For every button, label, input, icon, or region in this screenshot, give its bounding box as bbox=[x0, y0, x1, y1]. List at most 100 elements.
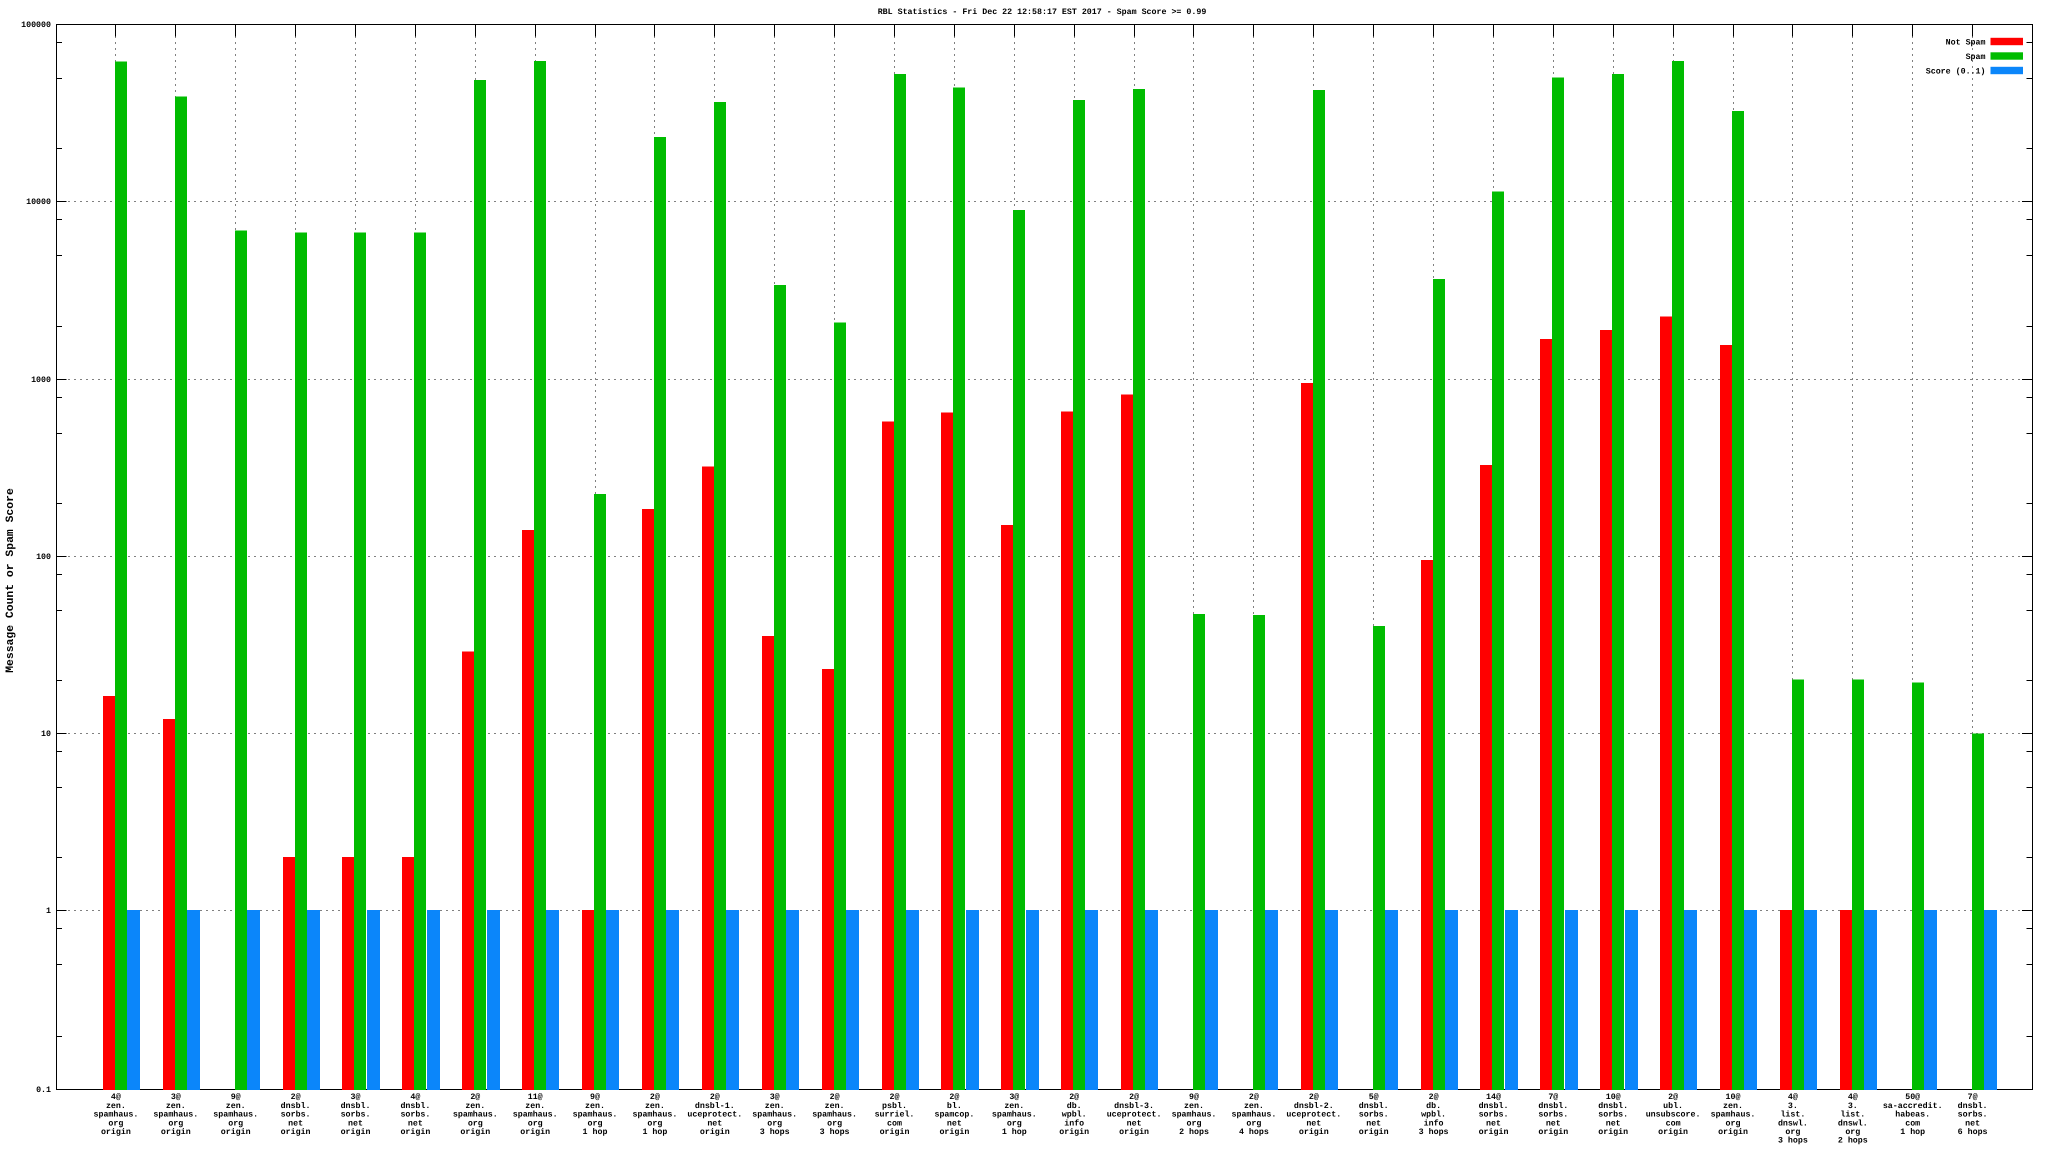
svg-text:4 hops: 4 hops bbox=[1239, 1127, 1269, 1137]
svg-text:100000: 100000 bbox=[21, 21, 51, 30]
svg-text:Not Spam: Not Spam bbox=[1946, 38, 1986, 47]
svg-text:7@: 7@ bbox=[1548, 1092, 1558, 1102]
svg-text:11@: 11@ bbox=[528, 1092, 543, 1102]
svg-text:spamhaus.: spamhaus. bbox=[573, 1110, 618, 1120]
svg-text:spamhaus.: spamhaus. bbox=[93, 1110, 138, 1120]
svg-text:zen.: zen. bbox=[765, 1102, 785, 1111]
svg-text:origin: origin bbox=[1299, 1127, 1329, 1137]
svg-text:net: net bbox=[1306, 1119, 1321, 1128]
svg-text:sa-accredit.: sa-accredit. bbox=[1883, 1101, 1943, 1111]
svg-text:origin: origin bbox=[700, 1127, 730, 1137]
svg-text:dnsbl-2.: dnsbl-2. bbox=[1294, 1101, 1334, 1111]
svg-text:2@: 2@ bbox=[830, 1092, 840, 1102]
svg-text:net: net bbox=[1606, 1119, 1621, 1128]
svg-text:2@: 2@ bbox=[1309, 1092, 1319, 1102]
svg-text:spamhaus.: spamhaus. bbox=[632, 1110, 677, 1120]
svg-text:origin: origin bbox=[880, 1127, 910, 1137]
svg-text:10: 10 bbox=[41, 730, 51, 739]
svg-text:org: org bbox=[1246, 1119, 1261, 1128]
svg-text:2@: 2@ bbox=[890, 1092, 900, 1102]
svg-text:org: org bbox=[1726, 1119, 1741, 1128]
svg-text:org: org bbox=[228, 1119, 243, 1128]
svg-text:spamhaus.: spamhaus. bbox=[513, 1110, 558, 1120]
svg-text:net: net bbox=[288, 1119, 303, 1128]
svg-text:dnsbl.: dnsbl. bbox=[1958, 1101, 1988, 1111]
svg-text:uceprotect.: uceprotect. bbox=[687, 1111, 742, 1120]
svg-text:com: com bbox=[1666, 1119, 1681, 1128]
svg-text:2@: 2@ bbox=[1668, 1092, 1678, 1102]
svg-text:wpbl.: wpbl. bbox=[1062, 1110, 1087, 1120]
svg-text:net: net bbox=[947, 1119, 962, 1128]
svg-text:unsubscore.: unsubscore. bbox=[1646, 1110, 1701, 1120]
svg-text:4@: 4@ bbox=[410, 1092, 420, 1102]
svg-text:3 hops: 3 hops bbox=[760, 1127, 790, 1137]
svg-text:net: net bbox=[1546, 1119, 1561, 1128]
svg-text:dnsbl.: dnsbl. bbox=[341, 1101, 371, 1111]
svg-text:5@: 5@ bbox=[1369, 1092, 1379, 1102]
svg-text:3 hops: 3 hops bbox=[820, 1127, 850, 1137]
svg-text:spamhaus.: spamhaus. bbox=[453, 1110, 498, 1120]
svg-text:sorbs.: sorbs. bbox=[1598, 1110, 1628, 1120]
svg-text:spamhaus.: spamhaus. bbox=[992, 1110, 1037, 1120]
svg-text:9@: 9@ bbox=[231, 1092, 241, 1102]
svg-text:org: org bbox=[1007, 1119, 1022, 1128]
svg-text:org: org bbox=[1785, 1128, 1800, 1137]
svg-text:sorbs.: sorbs. bbox=[1479, 1110, 1509, 1120]
svg-text:net: net bbox=[348, 1119, 363, 1128]
svg-text:4@: 4@ bbox=[1788, 1092, 1798, 1102]
svg-text:org: org bbox=[528, 1119, 543, 1128]
svg-text:uceprotect.: uceprotect. bbox=[1286, 1111, 1341, 1120]
svg-text:dnsbl.: dnsbl. bbox=[400, 1101, 430, 1111]
svg-text:Spam: Spam bbox=[1966, 53, 1986, 62]
svg-text:spamhaus.: spamhaus. bbox=[812, 1110, 857, 1120]
svg-text:surriel.: surriel. bbox=[875, 1110, 915, 1120]
svg-text:spamhaus.: spamhaus. bbox=[1172, 1110, 1217, 1120]
svg-text:net: net bbox=[1965, 1119, 1980, 1128]
svg-text:2@: 2@ bbox=[1129, 1092, 1139, 1102]
svg-text:Score (0..1): Score (0..1) bbox=[1926, 66, 1986, 76]
svg-text:sorbs.: sorbs. bbox=[281, 1110, 311, 1120]
svg-text:4@: 4@ bbox=[1848, 1092, 1858, 1102]
svg-text:db.: db. bbox=[1426, 1101, 1441, 1111]
svg-text:dnsbl.: dnsbl. bbox=[1479, 1101, 1509, 1111]
svg-text:origin: origin bbox=[161, 1127, 191, 1137]
svg-text:origin: origin bbox=[1598, 1127, 1628, 1137]
svg-text:sorbs.: sorbs. bbox=[1958, 1110, 1988, 1120]
svg-text:3 hops: 3 hops bbox=[1419, 1127, 1449, 1137]
svg-text:zen.: zen. bbox=[645, 1102, 665, 1111]
svg-text:9@: 9@ bbox=[590, 1092, 600, 1102]
svg-text:100: 100 bbox=[36, 553, 51, 562]
svg-text:50@: 50@ bbox=[1905, 1092, 1920, 1102]
svg-text:dnsbl.: dnsbl. bbox=[1598, 1101, 1628, 1111]
svg-text:com: com bbox=[1905, 1119, 1920, 1128]
svg-text:1 hop: 1 hop bbox=[1002, 1127, 1027, 1137]
svg-text:net: net bbox=[1486, 1119, 1501, 1128]
svg-text:2 hops: 2 hops bbox=[1838, 1136, 1868, 1146]
svg-text:Message Count or Spam Score: Message Count or Spam Score bbox=[5, 488, 17, 673]
svg-text:origin: origin bbox=[101, 1127, 131, 1137]
svg-text:zen.: zen. bbox=[1723, 1102, 1743, 1111]
svg-text:1: 1 bbox=[46, 907, 51, 916]
svg-text:14@: 14@ bbox=[1486, 1092, 1501, 1102]
svg-text:spamhaus.: spamhaus. bbox=[213, 1110, 258, 1120]
svg-text:org: org bbox=[767, 1119, 782, 1128]
svg-text:dnsbl-3.: dnsbl-3. bbox=[1114, 1101, 1154, 1111]
svg-text:2@: 2@ bbox=[650, 1092, 660, 1102]
svg-text:org: org bbox=[468, 1119, 483, 1128]
svg-text:10@: 10@ bbox=[1606, 1092, 1621, 1102]
svg-text:zen.: zen. bbox=[825, 1102, 845, 1111]
svg-text:origin: origin bbox=[281, 1127, 311, 1137]
svg-text:info: info bbox=[1064, 1118, 1084, 1128]
svg-text:3@: 3@ bbox=[351, 1092, 361, 1102]
svg-text:ubl.: ubl. bbox=[1663, 1101, 1683, 1111]
svg-text:3@: 3@ bbox=[171, 1092, 181, 1102]
svg-text:db.: db. bbox=[1067, 1101, 1082, 1111]
svg-text:zen.: zen. bbox=[106, 1102, 126, 1111]
svg-text:3.: 3. bbox=[1788, 1102, 1798, 1111]
svg-text:origin: origin bbox=[1479, 1127, 1509, 1137]
svg-text:origin: origin bbox=[341, 1127, 371, 1137]
svg-text:origin: origin bbox=[520, 1127, 550, 1137]
svg-text:origin: origin bbox=[1718, 1127, 1748, 1137]
svg-text:10@: 10@ bbox=[1726, 1092, 1741, 1102]
svg-text:1 hop: 1 hop bbox=[642, 1127, 667, 1137]
